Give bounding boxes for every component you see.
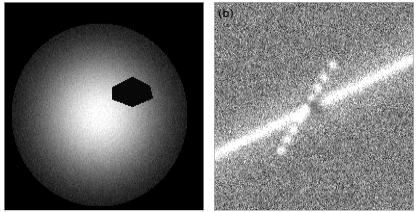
Text: (b): (b)	[218, 8, 233, 18]
Text: (a): (a)	[8, 8, 24, 18]
